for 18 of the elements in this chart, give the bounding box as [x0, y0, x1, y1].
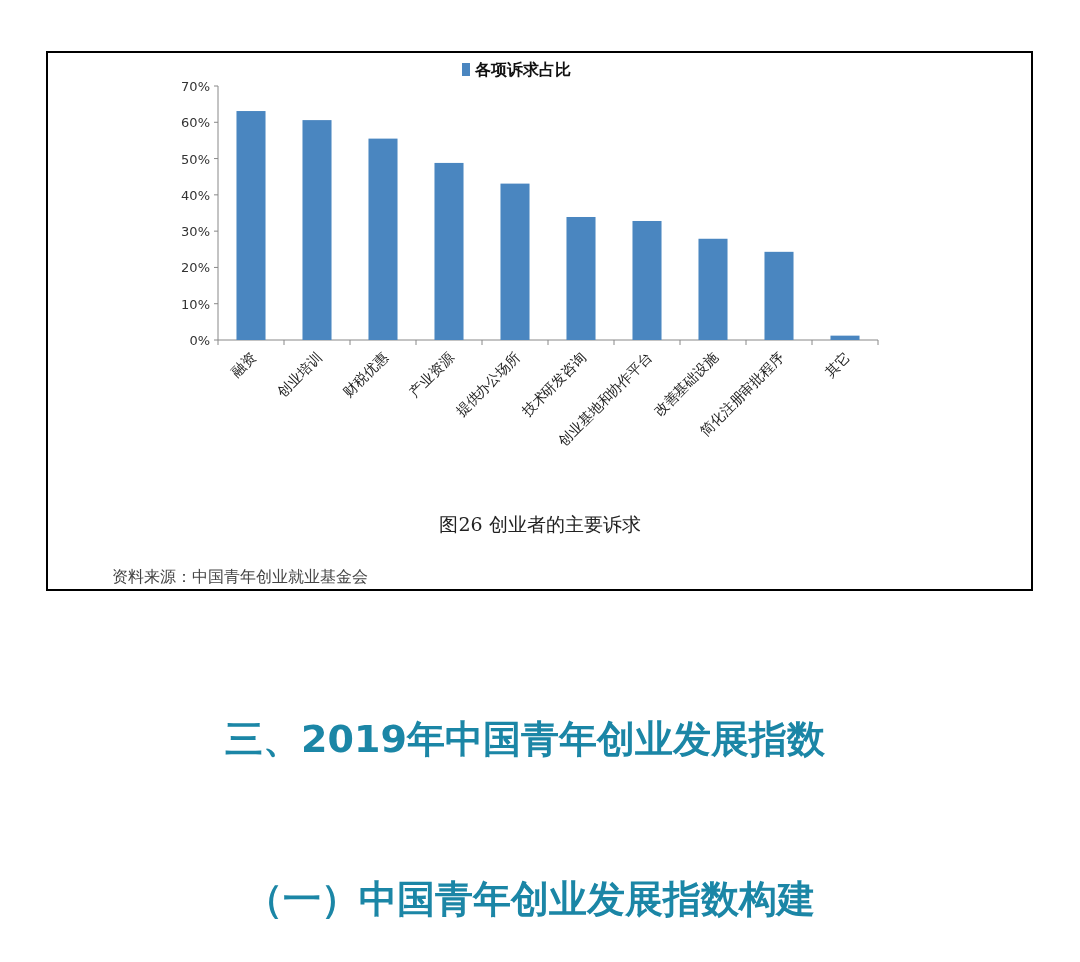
- x-tick-label: 财税优惠: [340, 348, 392, 400]
- legend-label: 各项诉求占比: [474, 60, 571, 79]
- x-tick-label: 融资: [228, 348, 260, 380]
- text: 图26 创业者的主要诉求: [439, 513, 641, 535]
- text: 资料来源：中国青年创业就业基金会: [112, 567, 368, 586]
- y-tick-label: 10%: [181, 296, 210, 312]
- x-tick-label: 产业资源: [406, 348, 458, 400]
- y-tick-label: 30%: [181, 224, 210, 240]
- y-tick-label: 50%: [181, 151, 210, 167]
- y-tick-label: 40%: [181, 187, 210, 203]
- x-tick-label: 其它: [822, 348, 854, 380]
- y-tick-label: 60%: [181, 115, 210, 131]
- y-tick-label: 70%: [181, 79, 210, 94]
- x-tick-label: 创业培训: [274, 348, 326, 400]
- text: 三、2019年中国青年创业发展指数: [225, 717, 826, 761]
- y-tick-label: 0%: [189, 333, 210, 348]
- y-tick-label: 20%: [181, 260, 210, 276]
- text: （一）中国青年创业发展指数构建: [245, 877, 815, 921]
